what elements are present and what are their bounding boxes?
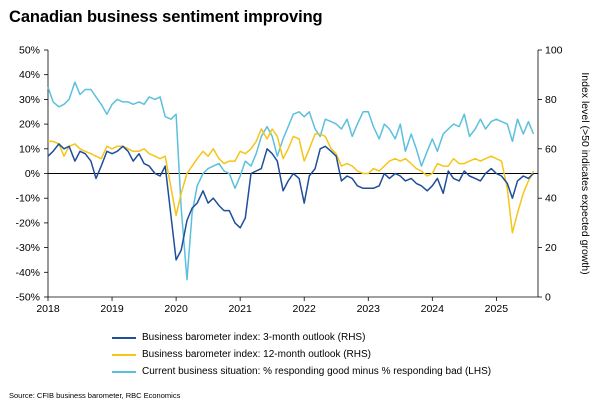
legend-label-3-month: Business barometer index: 3-month outloo…	[142, 332, 366, 343]
legend-item-3-month: Business barometer index: 3-month outloo…	[112, 330, 491, 345]
legend-item-12-month: Business barometer index: 12-month outlo…	[112, 347, 491, 362]
line-chart: 50% 40% 30% 20% 10% 0% -10% -20% -30% -40% -50% 100…	[15, 45, 591, 316]
chart-title: Canadian business sentiment improving	[9, 8, 323, 26]
source-note: Source: CFIB business barometer, RBC Eco…	[9, 391, 181, 400]
y-right-tick-label: 100	[545, 45, 563, 57]
y-left-tick-label: -20%	[15, 217, 40, 229]
y-left-tick-label: -10%	[15, 193, 40, 205]
x-tick-label: 2019	[100, 303, 124, 315]
y-left-tick-label: 10%	[19, 143, 40, 155]
x-tick-label: 2018	[36, 303, 60, 315]
y-left-tick-label: 30%	[19, 94, 40, 106]
legend-item-current-situation: Current business situation: % responding…	[112, 364, 491, 379]
x-tick-label: 2022	[293, 303, 317, 315]
chart-legend: Business barometer index: 3-month outloo…	[112, 330, 491, 381]
legend-label-12-month: Business barometer index: 12-month outlo…	[142, 349, 371, 360]
series-line-12-month	[48, 128, 535, 234]
x-tick-label: 2024	[421, 303, 445, 315]
y-left-tick-label: -40%	[15, 267, 40, 279]
legend-swatch-12-month	[112, 353, 136, 356]
y-right-tick-label: 0	[545, 292, 551, 304]
y-right-axis-label: Index level (>50 indicates expected grow…	[579, 72, 591, 274]
y-left-tick-label: 20%	[19, 119, 40, 131]
legend-label-current-situation: Current business situation: % responding…	[142, 366, 492, 377]
legend-swatch-current-situation	[112, 370, 136, 373]
y-left-tick-label: 0%	[25, 168, 40, 180]
y-right-tick-label: 80	[545, 94, 557, 106]
series-line-current-situation	[47, 81, 535, 281]
legend-swatch-3-month	[112, 336, 136, 339]
series-line-3-month	[47, 143, 535, 261]
y-left-tick-label: 50%	[19, 45, 40, 57]
x-tick-label: 2025	[485, 303, 509, 315]
y-left-tick-label: -30%	[15, 242, 40, 254]
y-left-tick-label: 40%	[19, 69, 40, 81]
y-right-tick-label: 60	[545, 143, 557, 155]
x-tick-label: 2023	[357, 303, 381, 315]
x-tick-label: 2020	[164, 303, 188, 315]
y-right-tick-label: 40	[545, 193, 557, 205]
y-right-tick-label: 20	[545, 242, 557, 254]
x-tick-label: 2021	[228, 303, 252, 315]
y-left-tick-label: -50%	[15, 292, 40, 304]
